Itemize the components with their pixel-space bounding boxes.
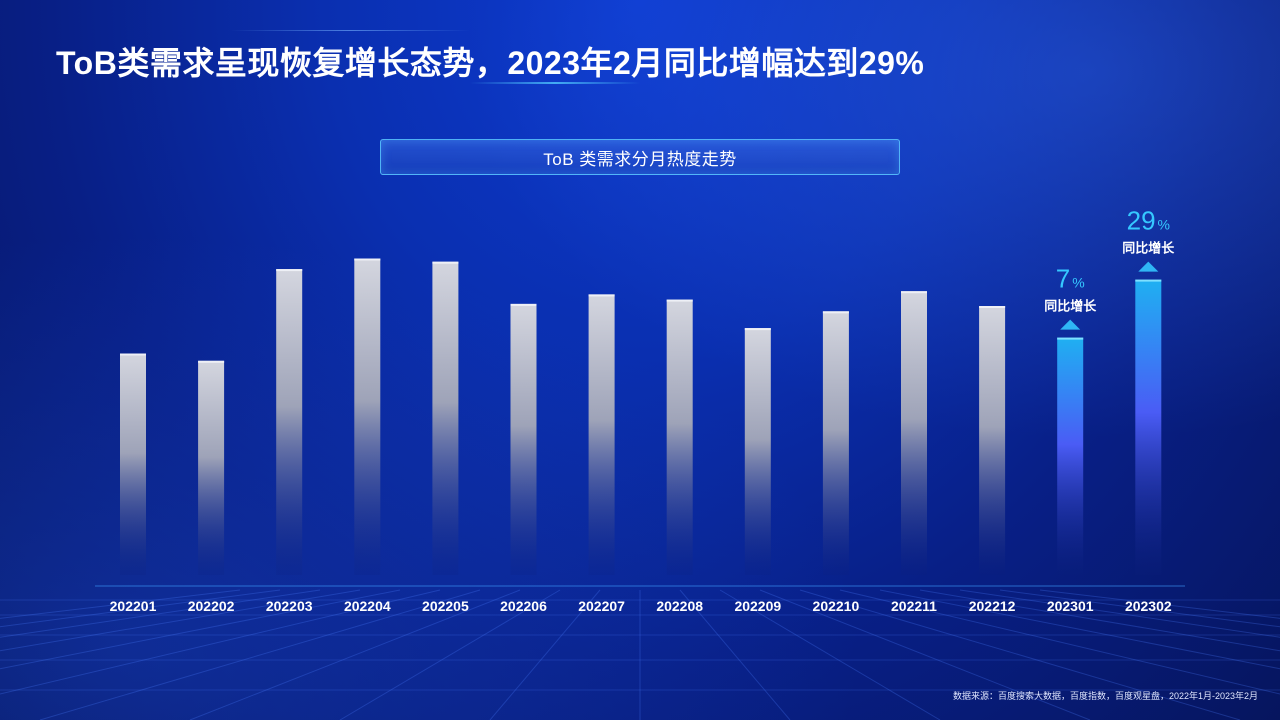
x-tick-label: 202207 (578, 598, 625, 614)
x-tick-label: 202201 (110, 598, 157, 614)
bar-cap (901, 291, 927, 294)
floor-grid-line (719, 589, 941, 720)
bar-cap (276, 269, 303, 272)
chart-title-box: ToB 类需求分月热度走势 (380, 139, 900, 175)
x-tick-label: 202205 (422, 598, 469, 614)
bar-202212 (979, 306, 1006, 575)
floor-grid-line (0, 589, 361, 652)
bar-202302 (1135, 279, 1162, 575)
x-tick-label: 202209 (734, 598, 781, 614)
bar-cap (744, 328, 771, 331)
floor-grid-line (339, 589, 561, 720)
floor-grid-line (0, 589, 441, 695)
x-tick-label: 202203 (266, 598, 313, 614)
bar-202202 (198, 360, 225, 575)
floor-grid-line (39, 589, 481, 720)
x-tick-labels: 202201 202202 202203 202204 202205 202206 2022… (110, 598, 1172, 614)
annotations-group: 同比增长 7 % 同比增长 29% (1044, 206, 1175, 330)
annotation-label: 同比增长 (1044, 299, 1097, 314)
floor-grid-line (959, 589, 1280, 638)
floor-grid-line (0, 589, 281, 628)
bar-cap (822, 311, 849, 314)
bar-cap (1135, 279, 1162, 282)
floor-grid-line (919, 589, 1280, 652)
bar-202204 (354, 258, 381, 575)
floor-grid-line (0, 589, 241, 619)
annotation-value: 7% (1056, 264, 1085, 294)
bar-202207 (588, 294, 615, 575)
x-tick-label: 202204 (344, 598, 391, 614)
source-note: 数据来源：百度搜索大数据，百度指数，百度观星盘，2022年1月-2023年2月 (952, 691, 1258, 701)
x-tick-label: 202206 (500, 598, 547, 614)
floor-grid-line (0, 589, 401, 670)
bar-202208 (666, 299, 693, 575)
bar-cap (588, 294, 615, 297)
bar-202206 (510, 303, 537, 575)
bar-cap (432, 261, 459, 264)
bar-cap (979, 306, 1006, 308)
x-tick-label: 202212 (969, 598, 1016, 614)
title-decoration-top (230, 30, 470, 31)
floor-grid-line (879, 589, 1280, 670)
x-tick-label: 202208 (656, 598, 703, 614)
bar-cap (510, 303, 537, 306)
bar-202211 (901, 291, 927, 575)
x-tick-label: 202211 (891, 598, 937, 614)
x-tick-label: 202202 (188, 598, 235, 614)
x-tick-label: 202301 (1047, 598, 1094, 614)
bar-202205 (432, 261, 459, 575)
bar-202209 (744, 328, 771, 575)
bar-202203 (276, 269, 303, 575)
annotation-label: 同比增长 (1122, 241, 1175, 256)
floor-grid-line (839, 589, 1280, 695)
bar-cap (666, 299, 693, 302)
bar-202201 (120, 353, 146, 575)
bar-cap (120, 353, 146, 356)
bar-202210 (822, 311, 849, 576)
bar-cap (354, 258, 381, 261)
page-title: ToB类需求呈现恢复增长态势，2023年2月同比增幅达到29% (56, 45, 925, 81)
floor-grid-line (759, 589, 1091, 720)
floor-grid-line (999, 589, 1280, 628)
bar-cap (198, 360, 225, 363)
floor-grid-line (0, 589, 321, 638)
floor-grid-line (679, 589, 791, 720)
x-tick-label: 202302 (1125, 598, 1172, 614)
bar-cap (1057, 337, 1084, 340)
bars-group (120, 258, 1162, 576)
bar-202301 (1057, 337, 1084, 575)
x-tick-label: 202210 (813, 598, 860, 614)
floor-grid-line (189, 589, 521, 720)
up-arrow-icon (1060, 319, 1081, 330)
up-arrow-icon (1138, 261, 1159, 272)
annotation-value: 29% (1127, 206, 1170, 236)
floor-grid-line (489, 589, 601, 720)
title-decoration-line (470, 82, 640, 84)
floor-grid-line (1039, 589, 1280, 619)
floor-grid-line (799, 589, 1241, 720)
floor-grid-decoration (0, 589, 1280, 720)
chart-title: ToB 类需求分月热度走势 (543, 149, 737, 169)
